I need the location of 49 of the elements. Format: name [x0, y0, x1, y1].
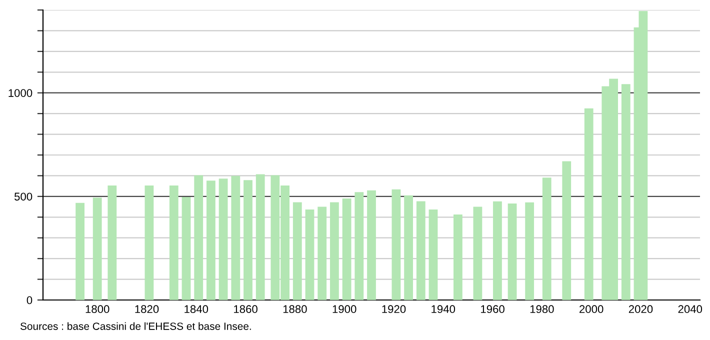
- x-tick-label: 1880: [283, 305, 307, 314]
- bar: [525, 202, 534, 300]
- bar: [392, 189, 401, 300]
- x-tick-label: 1860: [234, 305, 258, 314]
- bar: [305, 209, 314, 300]
- bar: [231, 176, 240, 300]
- x-tick-label: 1940: [432, 305, 456, 314]
- bar: [428, 209, 438, 300]
- bar: [508, 203, 517, 300]
- x-tick-label: 1980: [530, 305, 554, 314]
- source-note: Sources : base Cassini de l'EHESS et base Insee.: [20, 322, 251, 330]
- bar: [416, 201, 426, 300]
- x-tick-label: 1840: [184, 305, 208, 314]
- x-tick-label: 1900: [332, 305, 356, 314]
- bar: [342, 198, 352, 300]
- y-tick-label: 500: [14, 192, 32, 201]
- y-tick-label: 0: [26, 296, 32, 304]
- bar: [367, 190, 376, 300]
- bar: [169, 185, 178, 300]
- bar: [404, 195, 413, 300]
- x-tick-label: 1820: [135, 305, 159, 314]
- bar: [542, 178, 552, 300]
- bar: [473, 206, 482, 300]
- x-tick-label: 1800: [86, 305, 110, 314]
- bar: [292, 202, 302, 300]
- bar: [584, 108, 594, 300]
- y-tick-label: 1000: [8, 89, 32, 97]
- x-tick-label: 2000: [580, 305, 604, 314]
- bar: [92, 198, 102, 300]
- x-tick-label: 2040: [678, 305, 702, 314]
- bar: [108, 185, 117, 300]
- x-tick-label: 2020: [628, 305, 653, 314]
- bar: [194, 175, 204, 300]
- x-tick-label: 1960: [481, 305, 504, 314]
- bar: [354, 192, 364, 300]
- bar: [206, 180, 216, 300]
- bar: [76, 202, 84, 300]
- bar: [318, 206, 327, 300]
- bar: [144, 185, 154, 300]
- bar: [493, 201, 502, 300]
- bar: [454, 214, 462, 300]
- bar: [621, 84, 630, 300]
- x-tick-label: 1920: [382, 305, 406, 314]
- bar: [244, 180, 252, 300]
- bar: [218, 178, 228, 300]
- bar: [182, 197, 191, 300]
- bar: [330, 202, 339, 300]
- bar: [256, 174, 265, 300]
- bar: [562, 161, 572, 300]
